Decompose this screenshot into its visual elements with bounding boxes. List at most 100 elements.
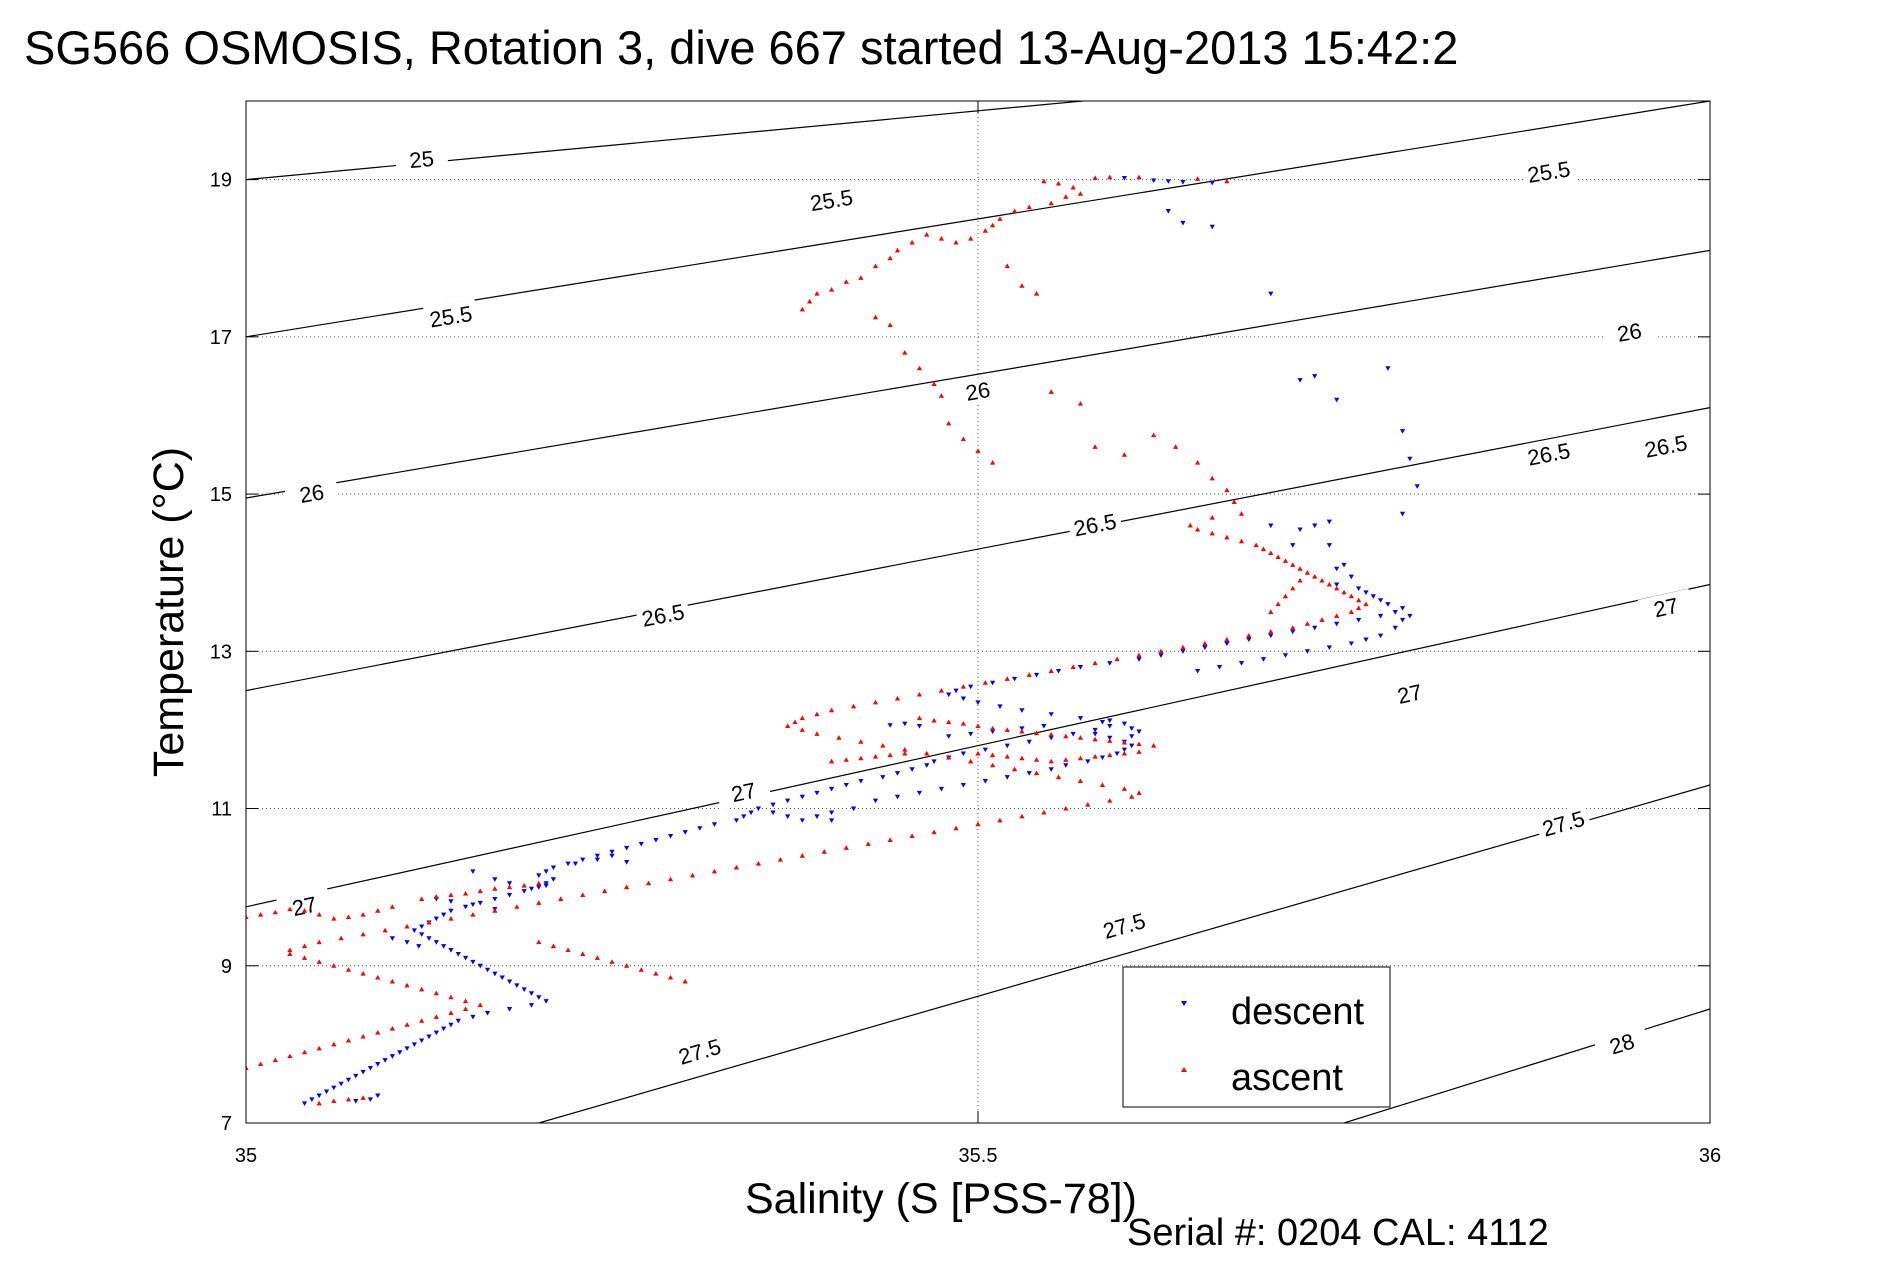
ascent-point <box>214 1081 219 1086</box>
descent-point <box>938 786 944 792</box>
descent-point <box>1378 598 1384 603</box>
ascent-point <box>1195 526 1201 532</box>
descent-point <box>1392 625 1398 631</box>
ascent-point <box>799 853 805 858</box>
ascent-point <box>236 1069 241 1074</box>
descent-point <box>353 1073 359 1079</box>
descent-point <box>1290 629 1296 635</box>
ascent-point <box>1033 757 1040 762</box>
descent-point <box>990 680 996 686</box>
descent-point <box>1326 543 1332 548</box>
descent-point <box>814 814 820 819</box>
descent-point <box>448 948 454 953</box>
descent-point <box>1297 527 1303 533</box>
ascent-point <box>1334 613 1340 618</box>
ascent-point <box>1209 530 1215 536</box>
ascent-point <box>829 707 835 713</box>
descent-point <box>1012 676 1018 682</box>
ascent-point <box>850 703 857 709</box>
x-tick-label: 35.5 <box>959 1145 998 1167</box>
ascent-point <box>1063 733 1069 739</box>
descent-point <box>1246 637 1252 643</box>
descent-point <box>1290 543 1296 548</box>
ascent-point <box>214 912 219 917</box>
ascent-point <box>792 719 798 725</box>
descent-point <box>528 1003 535 1008</box>
ascent-point <box>1033 730 1040 736</box>
descent-point <box>353 1098 359 1104</box>
ascent-point <box>938 393 944 398</box>
ascent-point <box>1063 194 1069 199</box>
ascent-point <box>872 263 879 269</box>
descent-point <box>1385 366 1391 371</box>
descent-point <box>909 767 915 772</box>
ascent-point <box>448 994 454 1000</box>
ascent-point <box>1180 644 1186 650</box>
descent-point <box>1048 735 1054 741</box>
ascent-point <box>829 287 835 292</box>
ascent-point <box>246 914 249 920</box>
ascent-point <box>221 1077 226 1082</box>
ascent-point <box>345 967 352 972</box>
ascent-point <box>1319 617 1325 622</box>
ascent-point <box>902 750 908 756</box>
ascent-point <box>331 916 337 921</box>
ascent-point <box>1224 178 1230 184</box>
ascent-point <box>448 916 454 921</box>
ascent-point <box>1290 625 1296 630</box>
descent-point <box>1363 637 1369 643</box>
descent-point <box>887 723 893 728</box>
ascent-point <box>646 880 652 886</box>
ascent-point <box>880 743 886 748</box>
descent-point <box>916 790 923 796</box>
descent-point <box>1085 759 1091 764</box>
chart-title: SG566 OSMOSIS, Rotation 3, dive 667 star… <box>24 21 1458 74</box>
ascent-point <box>1033 770 1040 776</box>
ascent-point <box>960 436 966 442</box>
ascent-point <box>1209 515 1215 520</box>
ascent-point <box>843 845 849 850</box>
descent-point <box>426 1034 432 1040</box>
descent-point <box>1268 291 1274 297</box>
ascent-point <box>1026 672 1032 677</box>
ascent-point <box>1231 499 1237 504</box>
ascent-point <box>229 916 234 921</box>
descent-point <box>931 759 937 764</box>
descent-point <box>1399 617 1406 623</box>
ascent-point <box>1290 562 1296 567</box>
descent-point <box>1312 374 1318 379</box>
ascent-point <box>894 695 901 701</box>
descent-point <box>331 1085 337 1091</box>
descent-point <box>829 810 835 816</box>
descent-point <box>375 1093 381 1099</box>
descent-point <box>667 834 674 839</box>
descent-point <box>1348 641 1354 647</box>
ascent-point <box>360 931 366 937</box>
descent-point <box>455 951 461 957</box>
descent-point <box>1048 767 1054 772</box>
descent-point <box>448 908 454 914</box>
descent-point <box>814 790 820 796</box>
descent-point <box>411 928 417 933</box>
ascent-point <box>1260 546 1267 552</box>
isopycnal-line <box>538 784 1710 1123</box>
ascent-point <box>1282 593 1289 599</box>
ascent-point <box>1048 200 1054 206</box>
ascent-point <box>887 752 893 758</box>
descent-point <box>1216 665 1223 670</box>
descent-point <box>946 734 952 739</box>
descent-point <box>1392 610 1398 615</box>
ascent-point <box>975 723 981 728</box>
ascent-point <box>1246 632 1252 638</box>
descent-point <box>653 837 659 843</box>
ascent-point <box>536 880 542 886</box>
ascent-point <box>1085 802 1091 807</box>
descent-point <box>1070 731 1076 737</box>
ascent-point <box>1077 755 1084 761</box>
descent-point <box>741 814 747 819</box>
y-tick-label: 13 <box>210 641 232 663</box>
y-tick-label: 7 <box>221 1113 232 1135</box>
ascent-point <box>887 837 893 842</box>
descent-point <box>1107 723 1113 729</box>
axis-ticks: 35 35.5 36 7 9 11 13 15 17 19 <box>210 101 1721 1167</box>
